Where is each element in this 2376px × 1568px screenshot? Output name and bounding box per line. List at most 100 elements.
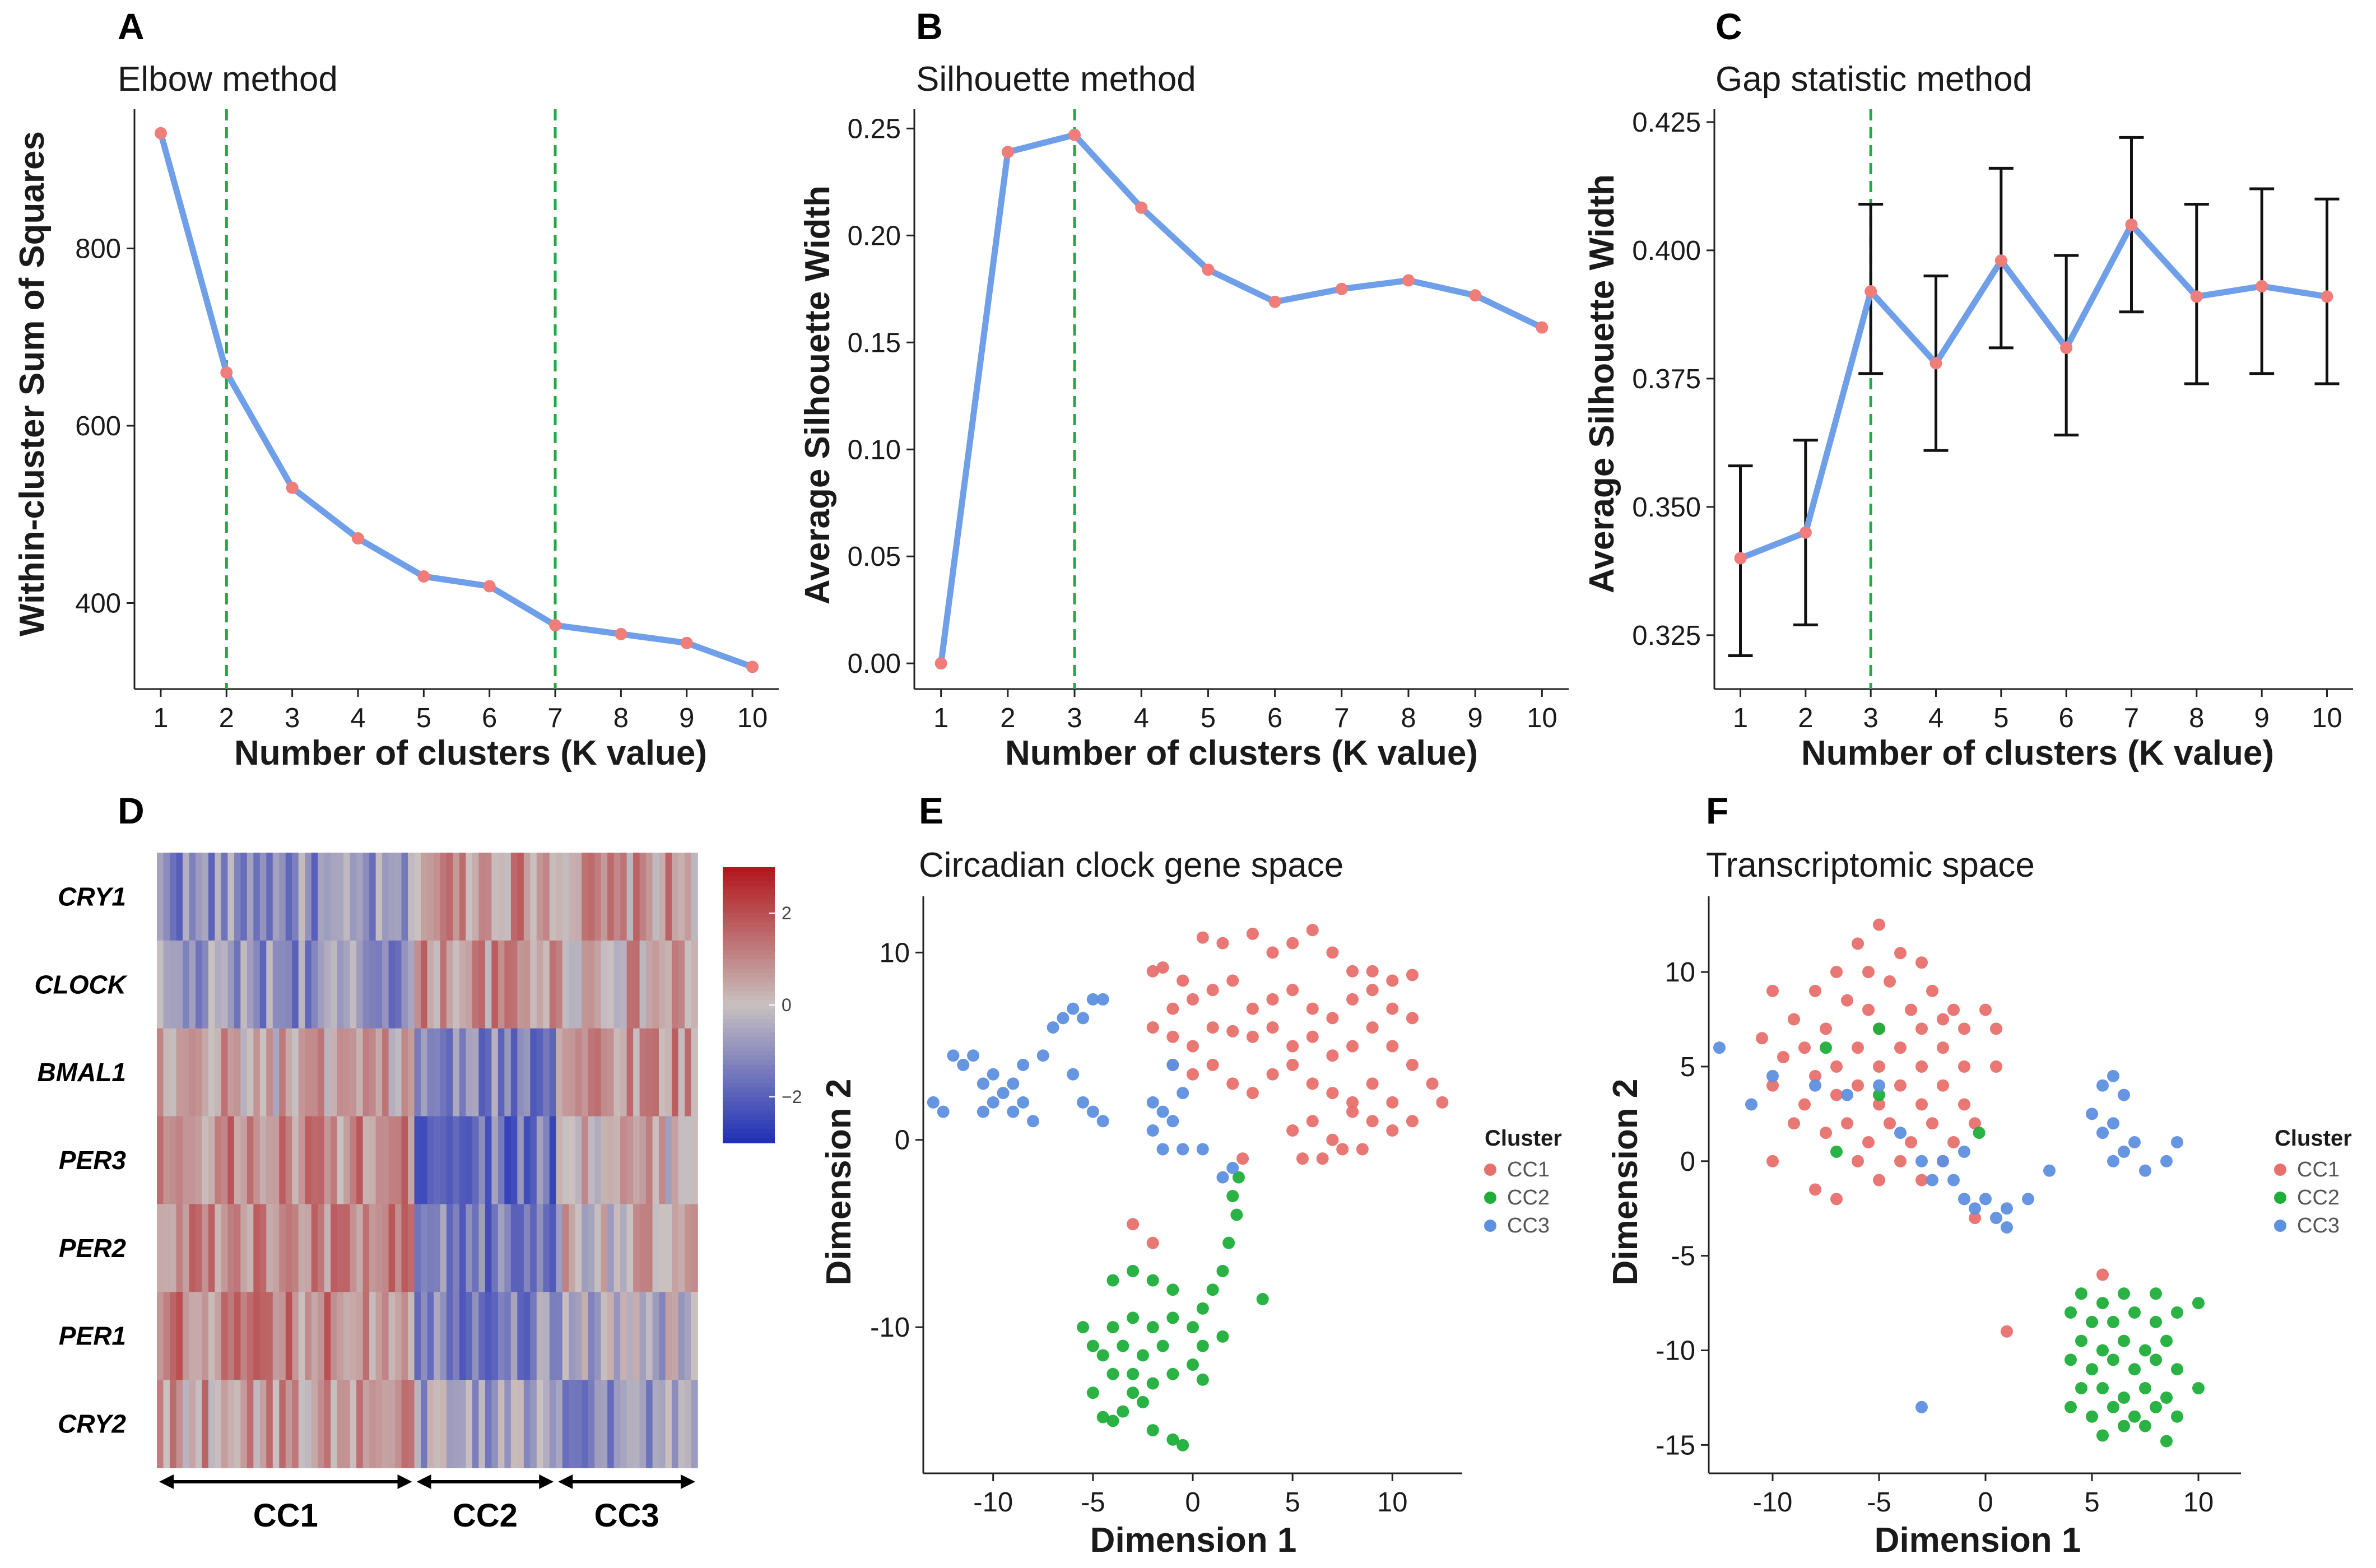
heatmap-cell	[575, 1204, 583, 1293]
heatmap-cell	[382, 1028, 389, 1117]
panel-e-point-cc3	[1057, 1012, 1070, 1025]
panel-b-x-tick-label: 6	[1267, 703, 1282, 733]
panel-e-x-tick-label: -10	[973, 1487, 1013, 1518]
heatmap-cell	[285, 853, 293, 941]
panel-b-y-tick-label: 0.25	[848, 114, 901, 144]
heatmap-cell	[556, 1116, 563, 1205]
panel-b-y-tick-label: 0.10	[848, 435, 901, 465]
panel-a-data-point	[746, 660, 759, 673]
heatmap-cell	[266, 1292, 273, 1380]
colorbar-segment	[723, 1060, 775, 1066]
heatmap-cell	[601, 1116, 608, 1205]
panel-f-point-cc2	[2160, 1391, 2173, 1404]
heatmap-cell	[163, 940, 170, 1029]
heatmap-cell	[491, 1028, 499, 1117]
panel-a-x-tick-label: 3	[285, 703, 300, 733]
panel-f-point-cc1	[1809, 1183, 1821, 1196]
panel-e-point-cc2	[1166, 1367, 1179, 1380]
panel-f-y-tick-label: -10	[1656, 1336, 1695, 1366]
group-bracket-arrow-left	[159, 1474, 174, 1489]
heatmap-cell	[478, 1380, 486, 1468]
panel-e-point-cc3	[1067, 1002, 1080, 1015]
heatmap-cell	[318, 1116, 325, 1205]
heatmap-cell	[446, 940, 454, 1029]
panel-f-legend: Cluster CC1 CC2 CC3	[2274, 1126, 2352, 1237]
panel-e-point-cc1	[1286, 1040, 1299, 1053]
panel-f-y-tick-label: -5	[1671, 1241, 1695, 1272]
colorbar-segment	[723, 1046, 775, 1051]
panel-a-data-point	[549, 619, 562, 632]
heatmap-cell	[337, 1204, 344, 1293]
heatmap-cell	[305, 1028, 312, 1117]
panel-e-point-cc1	[1366, 965, 1379, 978]
panel-e-point-cc1	[1286, 1058, 1299, 1071]
heatmap-cell	[678, 1028, 685, 1117]
heatmap-cell	[672, 1028, 679, 1117]
panel-c-x-tick-label: 4	[1928, 703, 1943, 733]
heatmap-cell	[331, 1116, 338, 1205]
heatmap-cell	[582, 1204, 589, 1293]
heatmap-cell	[259, 1380, 267, 1468]
panel-e-point-cc3	[1026, 1115, 1039, 1128]
heatmap-cell	[234, 1292, 241, 1380]
panel-f-point-cc1	[1894, 1079, 1907, 1092]
panel-e-point-cc1	[1316, 1152, 1329, 1165]
heatmap-cell	[588, 940, 595, 1029]
heatmap-cell	[459, 1204, 467, 1293]
heatmap-cell	[427, 853, 434, 941]
heatmap-cell	[182, 1116, 190, 1205]
panel-f-point-cc1	[1852, 1079, 1864, 1092]
heatmap-cell	[594, 940, 602, 1029]
colorbar-segment	[723, 931, 775, 937]
panel-f-point-cc2	[2096, 1382, 2109, 1395]
heatmap-cell	[517, 1292, 524, 1380]
panel-f-point-cc3	[1947, 1174, 1960, 1187]
heatmap-cell	[401, 1116, 408, 1205]
panel-b-data-point	[1001, 146, 1014, 159]
panel-f-point-cc1	[1958, 1098, 1970, 1111]
heatmap-cell	[272, 940, 280, 1029]
panel-f-point-cc3	[2171, 1136, 2183, 1149]
heatmap-cell	[157, 1204, 164, 1293]
panel-e-point-cc2	[1226, 1190, 1239, 1203]
heatmap-cell	[569, 1292, 576, 1380]
panel-f-point-cc3	[2118, 1145, 2130, 1158]
panel-d-group-brackets: CC1 CC2 CC3	[159, 1474, 695, 1534]
panel-f-point-cc2	[2096, 1429, 2109, 1442]
panel-f-point-cc1	[1766, 1079, 1779, 1092]
panel-label-f: F	[1706, 790, 1728, 831]
colorbar-segment	[723, 977, 775, 983]
heatmap-cell	[356, 1116, 364, 1205]
heatmap-cell	[343, 1292, 351, 1380]
panel-f-point-cc1	[1809, 984, 1821, 997]
heatmap-cell	[665, 853, 672, 941]
heatmap-cell	[401, 940, 408, 1029]
panel-e-point-cc3	[1007, 1077, 1020, 1090]
panel-c-data-point	[2190, 290, 2203, 303]
heatmap-cell	[272, 1204, 280, 1293]
heatmap-cell	[247, 1116, 254, 1205]
heatmap-cell	[202, 853, 209, 941]
panel-f-point-cc2	[2065, 1401, 2077, 1413]
panel-e-point-cc2	[1187, 1358, 1199, 1371]
heatmap-cell	[169, 1292, 177, 1380]
heatmap-cell	[639, 1292, 647, 1380]
panel-a-data-point	[417, 570, 430, 583]
heatmap-cell	[305, 940, 312, 1029]
heatmap-cell	[292, 940, 299, 1029]
panel-f-point-cc1	[1756, 1032, 1768, 1045]
panel-f-point-cc1	[1862, 1136, 1875, 1149]
heatmap-cell	[292, 1116, 299, 1205]
panel-e-point-cc1	[1286, 937, 1299, 950]
heatmap-cell	[685, 1116, 692, 1205]
heatmap-cell	[298, 1116, 306, 1205]
heatmap-cell	[446, 1292, 454, 1380]
colorbar-segment	[723, 881, 775, 886]
panel-f-point-cc1	[1873, 1174, 1885, 1187]
heatmap-cell	[356, 1380, 364, 1468]
heatmap-cell	[517, 1204, 524, 1293]
heatmap-cell	[562, 1380, 570, 1468]
heatmap-cell	[253, 853, 261, 941]
panel-e-point-cc1	[1266, 946, 1279, 959]
